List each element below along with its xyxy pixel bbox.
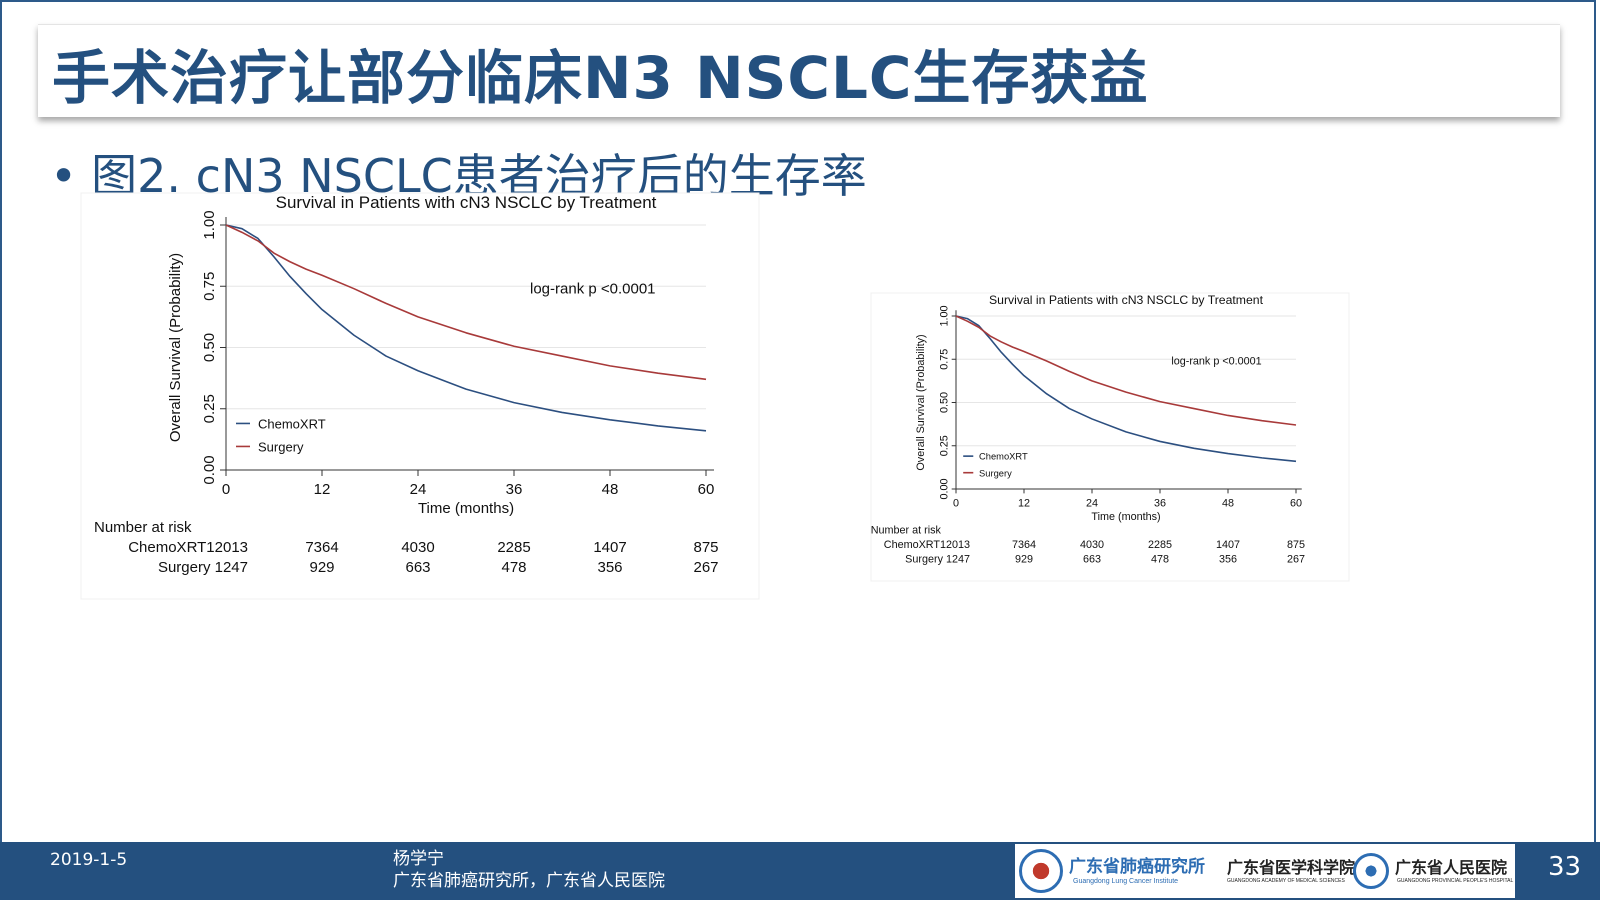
y-axis-label: Overall Survival (Probability)	[167, 253, 184, 442]
risk-value: 875	[693, 539, 718, 556]
y-tick-label: 0.50	[938, 392, 950, 413]
risk-value: 663	[405, 559, 430, 576]
x-tick-label: 36	[1154, 497, 1166, 509]
x-tick-label: 24	[410, 481, 427, 498]
footer-date: 2019-1-5	[50, 850, 128, 870]
footer-affiliation: 广东省肺癌研究所，广东省人民医院	[393, 871, 665, 891]
risk-value: 4030	[401, 539, 434, 556]
legend-label: ChemoXRT	[258, 416, 326, 431]
slide-title: 手术治疗让部分临床N3 NSCLC生存获益	[52, 44, 1149, 112]
log-rank-annotation: log-rank p <0.0001	[1171, 355, 1261, 367]
y-tick-label: 0.25	[201, 394, 218, 423]
x-tick-label: 60	[698, 481, 715, 498]
bullet-dot: •	[50, 149, 78, 203]
y-tick-label: 1.00	[938, 305, 950, 326]
chart-title: Survival in Patients with cN3 NSCLC by T…	[276, 193, 657, 212]
legend-label: Surgery	[979, 468, 1012, 478]
risk-table-header: Number at risk	[94, 519, 192, 536]
logo-lung-institute-sub: Guangdong Lung Cancer Institute	[1073, 878, 1179, 885]
chart-title: Survival in Patients with cN3 NSCLC by T…	[989, 293, 1264, 307]
y-tick-label: 0.50	[201, 333, 218, 362]
risk-value: 929	[309, 559, 334, 576]
survival-chart-large: Survival in Patients with cN3 NSCLC by T…	[80, 192, 760, 600]
x-tick-label: 0	[222, 481, 230, 498]
logo-lung-institute: 广东省肺癌研究所	[1069, 857, 1205, 877]
footer: 2019-1-5 杨学宁 广东省肺癌研究所，广东省人民医院 广东省肺癌研究所 G…	[0, 842, 1600, 900]
x-tick-label: 12	[1018, 497, 1030, 509]
risk-row-label: ChemoXRT12013	[884, 539, 970, 551]
risk-table-header: Number at risk	[871, 525, 942, 537]
risk-value: 7364	[1012, 539, 1036, 551]
page-number: 33	[1548, 852, 1582, 882]
lung-institute-logo-icon	[1019, 849, 1063, 893]
logo-band: 广东省肺癌研究所 Guangdong Lung Cancer Institute…	[1015, 844, 1515, 898]
series-line-surgery	[225, 224, 707, 381]
y-axis-label: Overall Survival (Probability)	[915, 334, 927, 470]
risk-value: 7364	[305, 539, 338, 556]
legend-label: ChemoXRT	[979, 452, 1028, 462]
x-tick-label: 12	[314, 481, 331, 498]
risk-row-label: Surgery 1247	[158, 559, 248, 576]
risk-row-label: Surgery 1247	[905, 553, 970, 565]
survival-chart-small: Survival in Patients with cN3 NSCLC by T…	[870, 292, 1350, 582]
series-line-surgery	[955, 315, 1297, 426]
risk-value: 356	[597, 559, 622, 576]
logo-hospital: 广东省人民医院	[1395, 858, 1508, 877]
chart-panel	[870, 292, 1350, 582]
risk-value: 356	[1219, 553, 1237, 565]
x-tick-label: 48	[1222, 497, 1234, 509]
legend-label: Surgery	[258, 439, 304, 454]
risk-value: 1407	[593, 539, 626, 556]
logo-hospital-sub: GUANGDONG PROVINCIAL PEOPLE'S HOSPITAL	[1397, 878, 1514, 884]
x-tick-label: 0	[953, 497, 959, 509]
title-bar: 手术治疗让部分临床N3 NSCLC生存获益	[38, 24, 1560, 117]
y-tick-label: 0.00	[938, 478, 950, 499]
risk-value: 267	[693, 559, 718, 576]
y-tick-label: 0.00	[201, 455, 218, 484]
footer-author: 杨学宁	[393, 849, 444, 869]
risk-value: 875	[1287, 539, 1305, 551]
risk-value: 663	[1083, 553, 1101, 565]
x-tick-label: 36	[506, 481, 523, 498]
footer-author-block: 杨学宁 广东省肺癌研究所，广东省人民医院	[393, 848, 665, 892]
chart-panel	[80, 192, 760, 600]
risk-value: 4030	[1080, 539, 1104, 551]
risk-value: 2285	[497, 539, 530, 556]
x-axis-label: Time (months)	[418, 500, 514, 517]
risk-row-label: ChemoXRT12013	[128, 539, 248, 556]
hospital-logo-icon	[1353, 853, 1389, 889]
x-tick-label: 60	[1290, 497, 1302, 509]
risk-value: 1407	[1216, 539, 1240, 551]
risk-value: 267	[1287, 553, 1305, 565]
y-tick-label: 0.25	[938, 435, 950, 456]
logo-academy-sub: GUANGDONG ACADEMY OF MEDICAL SCIENCES	[1227, 878, 1345, 884]
x-tick-label: 24	[1086, 497, 1098, 509]
x-axis-label: Time (months)	[1091, 511, 1160, 523]
x-tick-label: 48	[602, 481, 619, 498]
risk-value: 478	[1151, 553, 1169, 565]
y-tick-label: 1.00	[201, 210, 218, 239]
risk-value: 929	[1015, 553, 1033, 565]
log-rank-annotation: log-rank p <0.0001	[530, 281, 656, 298]
risk-value: 478	[501, 559, 526, 576]
y-tick-label: 0.75	[201, 272, 218, 301]
y-tick-label: 0.75	[938, 349, 950, 370]
risk-value: 2285	[1148, 539, 1172, 551]
logo-academy: 广东省医学科学院	[1227, 858, 1356, 877]
